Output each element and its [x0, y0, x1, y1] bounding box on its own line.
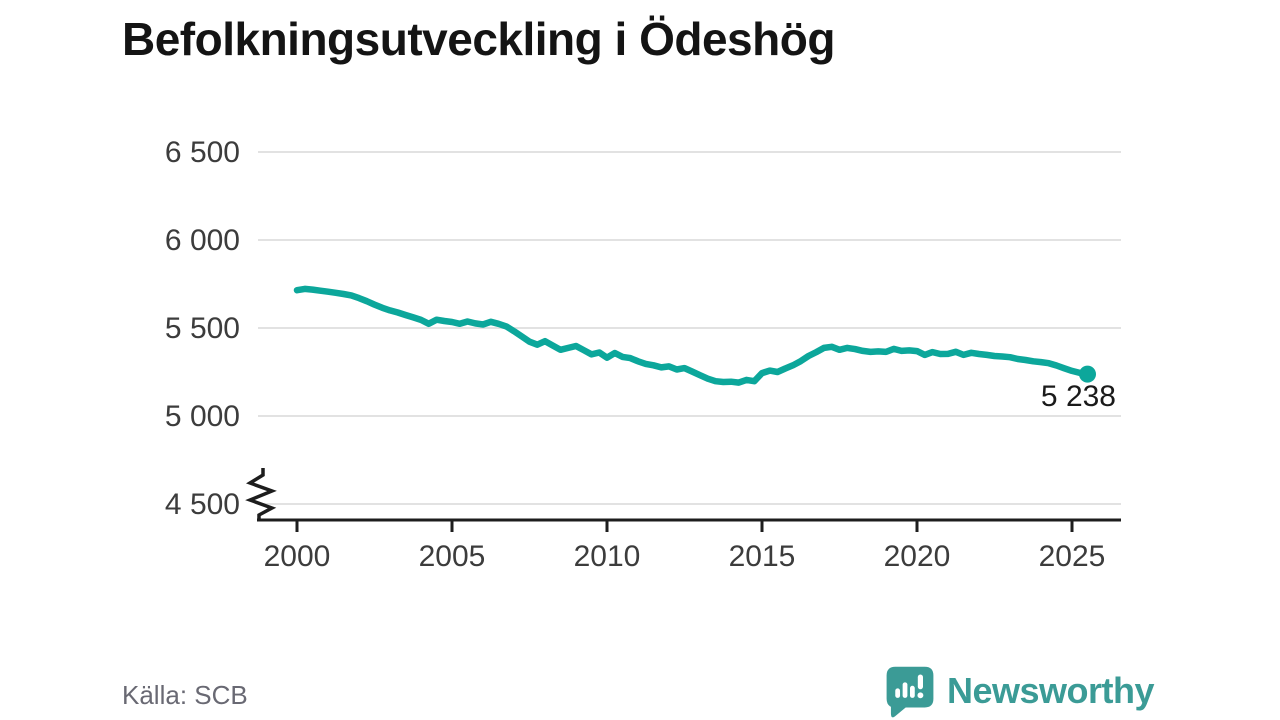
- x-tick-label: 2025: [1039, 540, 1106, 573]
- x-tick-label: 2000: [264, 540, 331, 573]
- x-tick-label: 2005: [419, 540, 486, 573]
- x-tick-label: 2010: [574, 540, 641, 573]
- population-series-line: [293, 285, 1091, 386]
- newsworthy-logo-icon: [886, 666, 934, 718]
- x-tick-label: 2015: [729, 540, 796, 573]
- y-tick-label: 6 000: [165, 224, 240, 257]
- y-tick-label: 6 500: [165, 136, 240, 169]
- y-tick-label: 5 000: [165, 400, 240, 433]
- y-tick-label: 4 500: [165, 488, 240, 521]
- axis-break-icon: [245, 468, 277, 520]
- newsworthy-logo: Newsworthy: [884, 664, 1155, 718]
- source-caption: Källa: SCB: [122, 680, 248, 710]
- last-point-label: 5 238: [1041, 380, 1116, 413]
- x-tick-label: 2020: [884, 540, 951, 573]
- chart-title: Befolkningsutveckling i Ödeshög: [122, 13, 835, 65]
- y-tick-label: 5 500: [165, 312, 240, 345]
- last-point-marker: [1079, 365, 1096, 383]
- newsworthy-logo-text: Newsworthy: [946, 670, 1155, 711]
